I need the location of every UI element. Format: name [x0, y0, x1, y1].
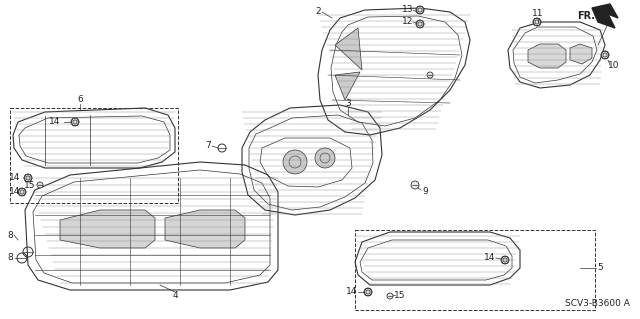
Text: 3: 3	[345, 99, 351, 108]
Text: 8: 8	[7, 254, 13, 263]
Circle shape	[18, 188, 26, 196]
Text: 5: 5	[597, 263, 603, 272]
Text: FR.: FR.	[577, 11, 595, 21]
Text: 14: 14	[346, 287, 358, 296]
Text: 4: 4	[172, 292, 178, 300]
Text: 15: 15	[24, 182, 36, 190]
Circle shape	[427, 72, 433, 78]
Polygon shape	[335, 72, 360, 100]
Circle shape	[37, 182, 43, 188]
Text: 8: 8	[7, 231, 13, 240]
Bar	[355, 230, 595, 310]
Circle shape	[71, 118, 79, 126]
Text: 6: 6	[77, 95, 83, 105]
Circle shape	[411, 181, 419, 189]
Circle shape	[533, 18, 541, 26]
Text: 15: 15	[394, 292, 406, 300]
Polygon shape	[528, 44, 566, 68]
Text: 14: 14	[49, 117, 61, 127]
Circle shape	[416, 20, 424, 28]
Text: 12: 12	[403, 18, 413, 26]
Circle shape	[601, 51, 609, 59]
Bar	[10, 108, 178, 203]
Circle shape	[387, 293, 393, 299]
Circle shape	[24, 174, 32, 182]
Text: 7: 7	[205, 140, 211, 150]
Circle shape	[315, 148, 335, 168]
Text: 10: 10	[608, 61, 620, 70]
Circle shape	[416, 6, 424, 14]
Circle shape	[501, 256, 509, 264]
Text: SCV3-B3600 A: SCV3-B3600 A	[565, 299, 630, 308]
Polygon shape	[335, 28, 362, 70]
Circle shape	[283, 150, 307, 174]
Text: 14: 14	[10, 188, 20, 197]
Polygon shape	[592, 4, 618, 28]
Text: 1: 1	[604, 18, 610, 26]
Polygon shape	[60, 210, 155, 248]
Text: 13: 13	[403, 5, 413, 14]
Text: 9: 9	[422, 188, 428, 197]
Circle shape	[364, 288, 372, 296]
Text: 14: 14	[10, 174, 20, 182]
Text: 11: 11	[532, 10, 544, 19]
Text: 14: 14	[484, 254, 496, 263]
Polygon shape	[570, 44, 592, 64]
Polygon shape	[165, 210, 245, 248]
Text: 2: 2	[315, 8, 321, 17]
